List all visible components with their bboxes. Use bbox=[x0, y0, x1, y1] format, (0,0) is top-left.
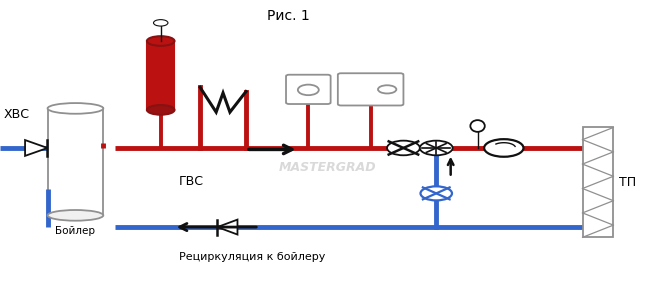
Text: Рис. 1: Рис. 1 bbox=[267, 9, 310, 23]
Bar bbox=[583, 127, 613, 237]
Polygon shape bbox=[25, 140, 47, 156]
Ellipse shape bbox=[147, 36, 174, 46]
Circle shape bbox=[154, 20, 168, 26]
Ellipse shape bbox=[47, 103, 104, 114]
Circle shape bbox=[484, 139, 523, 157]
Ellipse shape bbox=[470, 120, 485, 132]
Ellipse shape bbox=[298, 85, 319, 95]
FancyBboxPatch shape bbox=[338, 73, 403, 105]
Text: Рециркуляция к бойлеру: Рециркуляция к бойлеру bbox=[179, 252, 326, 262]
Circle shape bbox=[420, 186, 452, 200]
FancyBboxPatch shape bbox=[286, 75, 331, 104]
Text: ХВС: ХВС bbox=[3, 108, 30, 121]
Circle shape bbox=[420, 141, 453, 155]
Text: Бойлер: Бойлер bbox=[56, 226, 95, 236]
Circle shape bbox=[387, 141, 420, 155]
Text: ТП: ТП bbox=[619, 176, 636, 189]
Ellipse shape bbox=[147, 105, 174, 115]
Circle shape bbox=[378, 85, 396, 93]
Text: ГВС: ГВС bbox=[178, 175, 203, 188]
Bar bbox=[147, 41, 174, 110]
Polygon shape bbox=[217, 220, 237, 234]
Bar bbox=[48, 108, 104, 215]
Ellipse shape bbox=[47, 210, 104, 221]
Text: MASTERGRAD: MASTERGRAD bbox=[279, 161, 377, 173]
